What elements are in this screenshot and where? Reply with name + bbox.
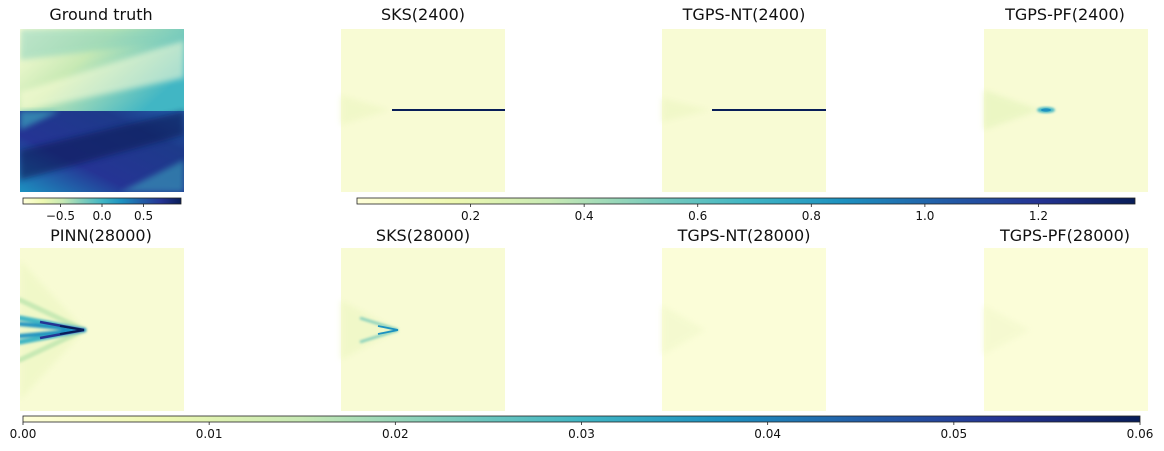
colorbar-tick-label: 0.6 [688, 209, 707, 223]
colorbar-tick-label: 0.00 [10, 427, 37, 441]
colorbar-tick-label: 0.0 [92, 209, 111, 223]
pinn-28000-heatmap [20, 248, 184, 411]
colorbar-tick-label: 0.5 [134, 209, 153, 223]
colorbar-tick-label: 0.03 [568, 427, 595, 441]
colorbar-tick-labels: 0.00 0.01 0.02 0.03 0.04 0.05 0.06 [10, 422, 1154, 441]
tgps-nt-2400-heatmap [662, 29, 826, 192]
panel-title: PINN(28000) [50, 226, 152, 245]
tgps-pf-2400-heatmap [984, 29, 1148, 192]
colorbar-tick-label: 0.4 [575, 209, 594, 223]
colorbar-tick-label: 0.05 [940, 427, 967, 441]
tgps-pf-28000-heatmap [984, 248, 1148, 411]
sks-2400-heatmap [341, 29, 505, 192]
error-28000-colorbar: 0.00 0.01 0.02 0.03 0.04 0.05 0.06 [10, 415, 1154, 441]
colorbar-tick-label: −0.5 [46, 209, 75, 223]
panel-title: TGPS-NT(2400) [682, 5, 806, 24]
colorbar-tick-label: 0.04 [754, 427, 781, 441]
panel-title: TGPS-PF(28000) [999, 226, 1130, 245]
colorbar-tick-labels: −0.5 0.0 0.5 [46, 204, 153, 223]
colorbar-tick-label: 0.2 [461, 209, 480, 223]
panel-title: SKS(2400) [381, 5, 465, 24]
colorbar-tick-label: 1.0 [915, 209, 934, 223]
tgps-nt-28000-heatmap [662, 248, 826, 411]
error-2400-colorbar: 0.2 0.4 0.6 0.8 1.0 1.2 [356, 197, 1136, 223]
colorbar-tick-label: 1.2 [1029, 209, 1048, 223]
ground-truth-heatmap [20, 29, 184, 192]
colorbar-tick-label: 0.06 [1127, 427, 1154, 441]
ground-truth-colorbar: −0.5 0.0 0.5 [22, 197, 182, 223]
panel-title: SKS(28000) [376, 226, 470, 245]
panel-title: Ground truth [49, 5, 152, 24]
colorbar-tick-label: 0.01 [196, 427, 223, 441]
panel-title: TGPS-PF(2400) [1004, 5, 1125, 24]
panel-title: TGPS-NT(28000) [677, 226, 811, 245]
colorbar-tick-labels: 0.2 0.4 0.6 0.8 1.0 1.2 [461, 204, 1048, 223]
sks-28000-heatmap [341, 248, 505, 411]
colorbar-tick-label: 0.8 [802, 209, 821, 223]
colorbar-tick-label: 0.02 [382, 427, 409, 441]
